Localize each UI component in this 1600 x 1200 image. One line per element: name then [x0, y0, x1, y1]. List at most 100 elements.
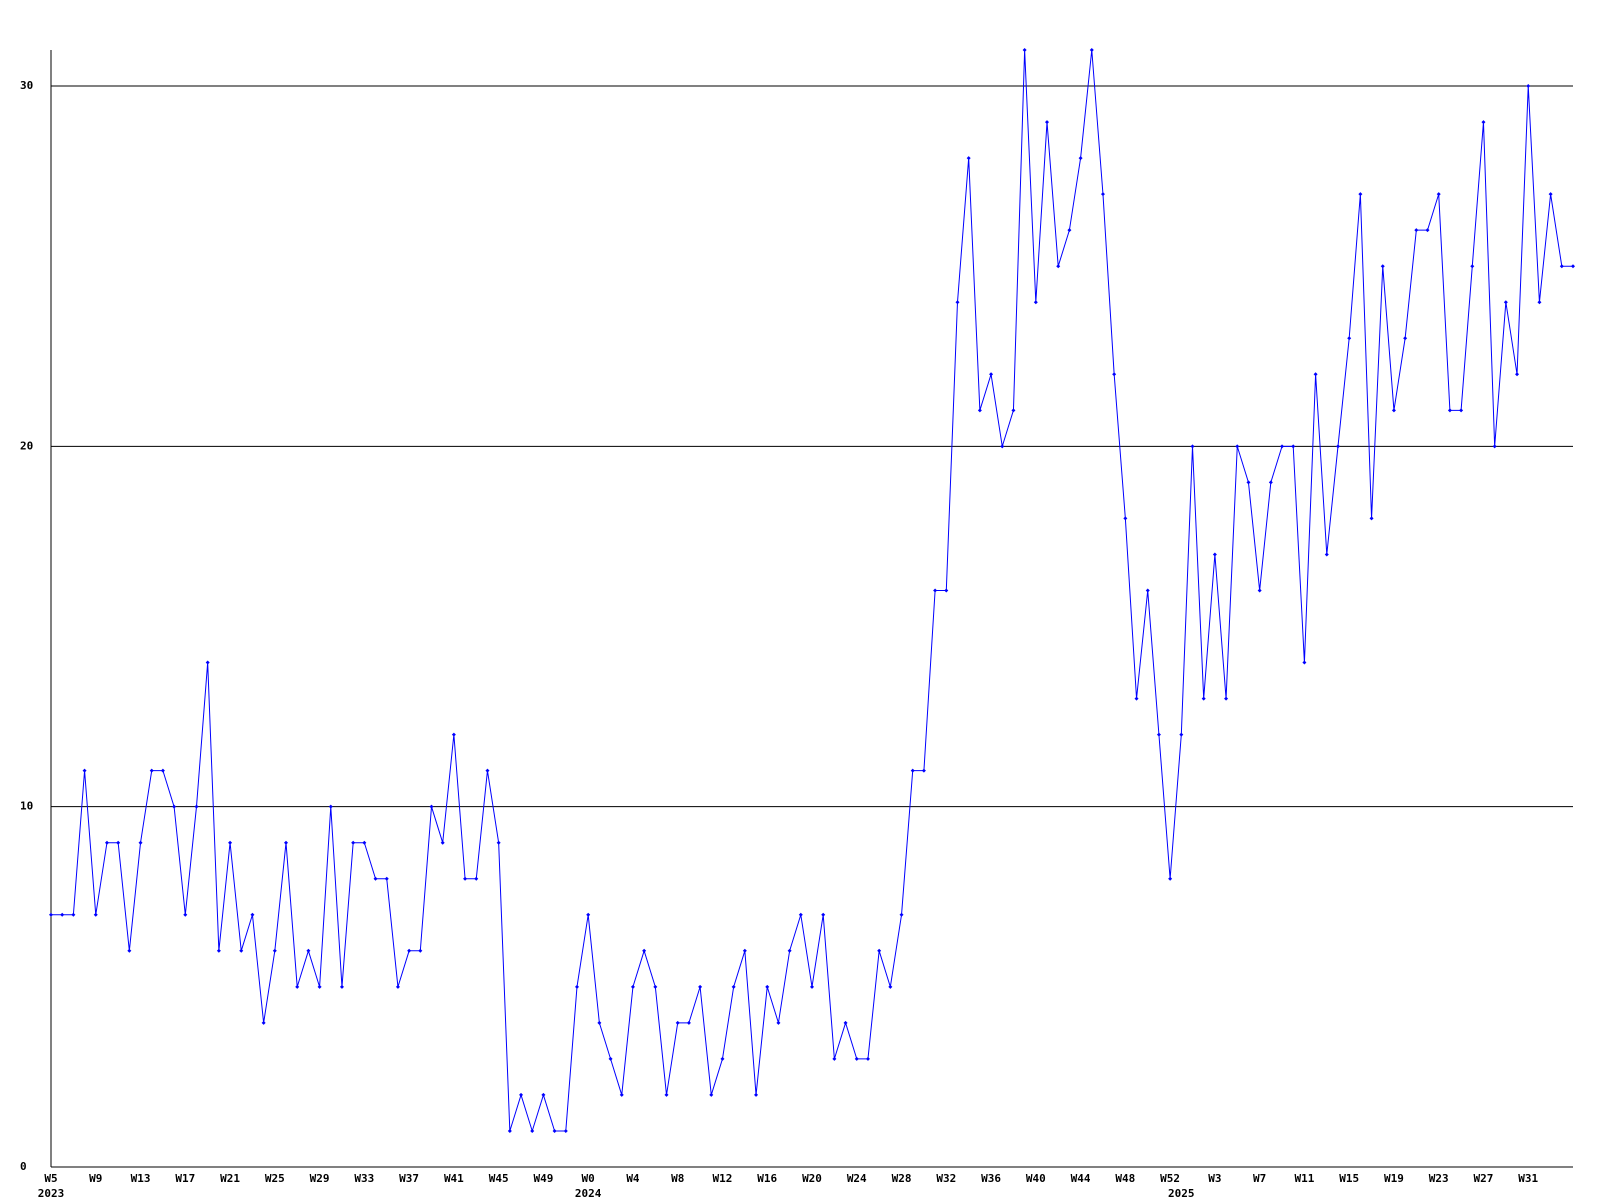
point-marker [698, 984, 703, 989]
x-year-label: 2024 [575, 1187, 602, 1200]
point-marker [1022, 48, 1027, 52]
point-marker [418, 948, 423, 953]
point-marker [1492, 444, 1497, 449]
point-marker [1100, 192, 1105, 197]
point-marker [989, 372, 994, 377]
point-marker [653, 984, 658, 989]
point-marker [440, 840, 445, 845]
point-marker [765, 984, 770, 989]
point-marker [1291, 444, 1296, 449]
x-tick-label: W20 [802, 1172, 822, 1185]
point-marker [485, 768, 490, 773]
y-tick-label: 10 [20, 800, 33, 813]
x-tick-label: W3 [1208, 1172, 1221, 1185]
point-marker [865, 1056, 870, 1061]
x-tick-label: W41 [444, 1172, 464, 1185]
point-marker [362, 840, 367, 845]
point-marker [1369, 516, 1374, 521]
x-tick-label: W0 [582, 1172, 595, 1185]
point-marker [1548, 192, 1553, 197]
point-marker [586, 912, 591, 917]
point-marker [899, 912, 904, 917]
point-marker [116, 840, 121, 845]
point-marker [317, 984, 322, 989]
point-marker [1179, 732, 1184, 737]
point-marker [1190, 444, 1195, 449]
point-marker [82, 768, 87, 773]
point-marker [1246, 480, 1251, 485]
point-marker [474, 876, 479, 881]
point-marker [306, 948, 311, 953]
point-marker [1156, 732, 1161, 737]
x-tick-label: W36 [981, 1172, 1001, 1185]
point-marker [787, 948, 792, 953]
point-marker [194, 804, 199, 809]
point-marker [49, 912, 53, 917]
x-year-label: 2023 [38, 1187, 65, 1200]
point-marker [1470, 264, 1475, 269]
point-marker [630, 984, 635, 989]
point-marker [1168, 876, 1173, 881]
point-marker [1380, 264, 1385, 269]
point-marker [93, 912, 98, 917]
point-marker [1335, 444, 1340, 449]
x-tick-label: W45 [489, 1172, 509, 1185]
point-marker [1571, 264, 1575, 269]
point-marker [272, 948, 277, 953]
point-marker [138, 840, 143, 845]
x-tick-label: W44 [1071, 1172, 1091, 1185]
point-marker [754, 1092, 759, 1097]
point-marker [530, 1128, 535, 1133]
point-marker [1123, 516, 1128, 521]
x-tick-label: W9 [89, 1172, 102, 1185]
x-tick-label: W29 [310, 1172, 330, 1185]
point-marker [686, 1020, 691, 1025]
point-marker [149, 768, 154, 773]
point-marker [463, 876, 468, 881]
point-marker [664, 1092, 669, 1097]
point-marker [574, 984, 579, 989]
point-marker [1313, 372, 1318, 377]
point-marker [843, 1020, 848, 1025]
point-marker [1257, 588, 1262, 593]
point-marker [160, 768, 165, 773]
x-tick-label: W25 [265, 1172, 285, 1185]
point-marker [351, 840, 356, 845]
point-marker [395, 984, 400, 989]
point-marker [1459, 408, 1464, 413]
point-marker [1515, 372, 1520, 377]
point-marker [1089, 48, 1094, 52]
x-tick-label: W49 [533, 1172, 553, 1185]
point-marker [407, 948, 412, 953]
point-marker [1134, 696, 1139, 701]
point-marker [373, 876, 378, 881]
point-marker [172, 804, 177, 809]
point-marker [955, 300, 960, 305]
point-marker [519, 1092, 524, 1097]
point-marker [1503, 300, 1508, 305]
point-marker [1045, 120, 1050, 125]
y-tick-label: 20 [20, 439, 33, 452]
point-marker [71, 912, 76, 917]
point-marker [1403, 336, 1408, 341]
point-marker [798, 912, 803, 917]
point-marker [216, 948, 221, 953]
point-marker [1526, 84, 1531, 89]
point-marker [877, 948, 882, 953]
point-marker [284, 840, 289, 845]
point-marker [821, 912, 826, 917]
point-marker [328, 804, 333, 809]
point-marker [921, 768, 926, 773]
y-tick-label: 30 [20, 79, 33, 92]
x-tick-label: W5 [44, 1172, 57, 1185]
point-marker [742, 948, 747, 953]
x-tick-label: W32 [936, 1172, 956, 1185]
x-tick-label: W24 [847, 1172, 867, 1185]
point-marker [1011, 408, 1016, 413]
x-tick-label: W17 [175, 1172, 195, 1185]
point-marker [1391, 408, 1396, 413]
point-marker [619, 1092, 624, 1097]
point-marker [339, 984, 344, 989]
